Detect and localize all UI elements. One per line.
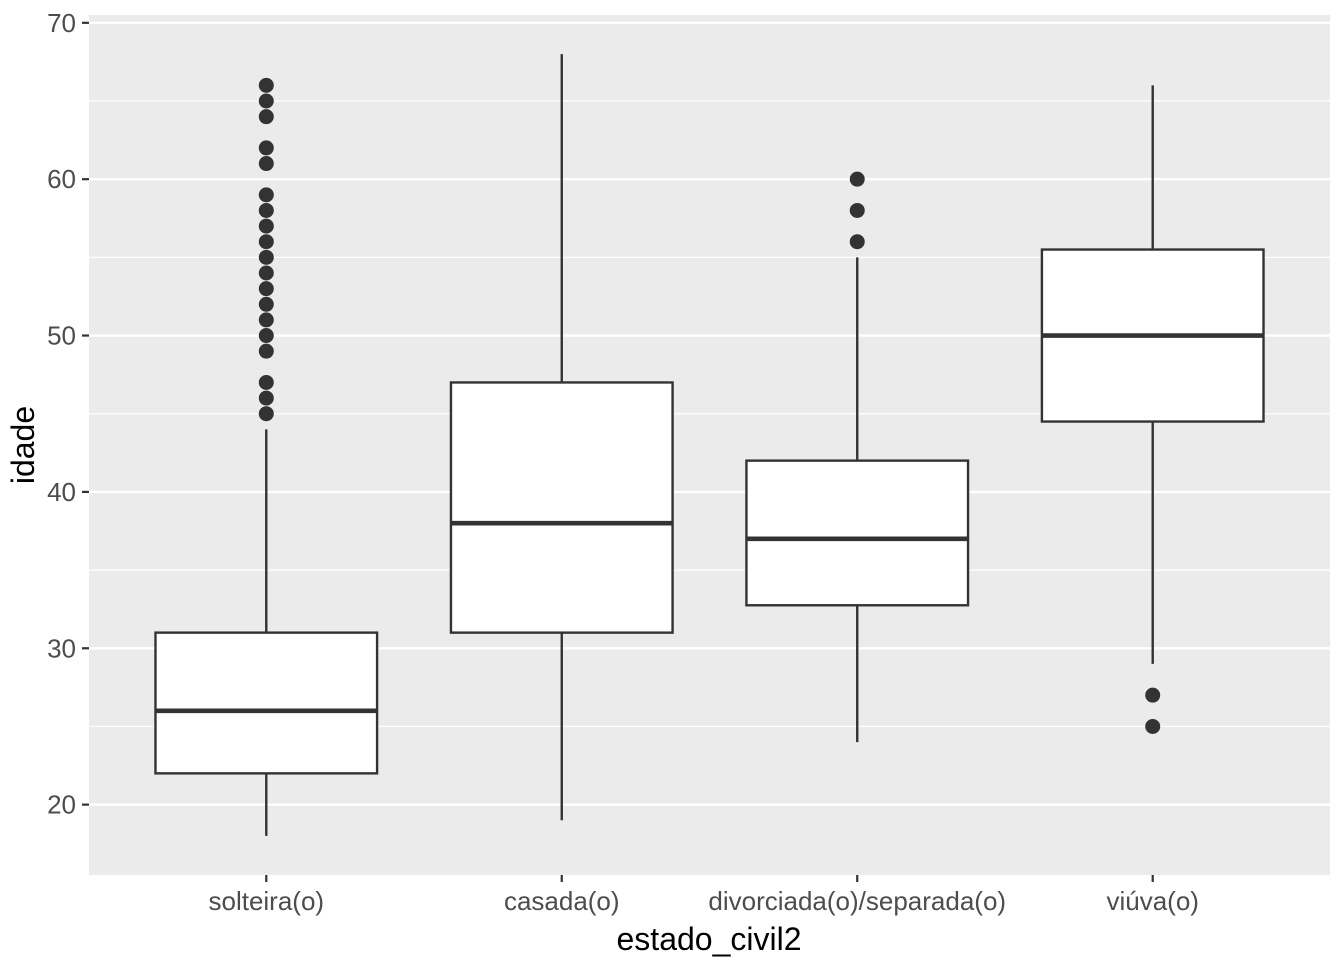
y-tick-label: 30	[47, 633, 76, 663]
x-tick-label: casada(o)	[504, 886, 620, 916]
outlier-point	[258, 296, 274, 312]
y-tick-label: 60	[47, 164, 76, 194]
y-tick-label: 40	[47, 477, 76, 507]
grid-layer	[89, 21, 1330, 806]
x-tick-label: solteira(o)	[208, 886, 324, 916]
boxplot-vi-va-o	[1040, 85, 1265, 734]
outlier-point	[258, 249, 274, 265]
outlier-point	[1145, 718, 1161, 734]
iqr-box	[745, 459, 970, 607]
outlier-point	[258, 328, 274, 344]
outlier-point	[258, 281, 274, 297]
outlier-point	[849, 171, 865, 187]
outlier-point	[258, 109, 274, 125]
outlier-point	[258, 77, 274, 93]
x-tick-label: divorciada(o)/separada(o)	[708, 886, 1006, 916]
y-tick-label: 50	[47, 321, 76, 351]
x-tick-label: viúva(o)	[1106, 886, 1198, 916]
outlier-point	[258, 312, 274, 328]
outlier-point	[258, 374, 274, 390]
boxplot-casada-o	[449, 54, 674, 821]
iqr-box	[449, 381, 674, 634]
y-axis-title: idade	[5, 406, 41, 484]
outlier-point	[258, 234, 274, 250]
outlier-point	[258, 202, 274, 218]
boxplot-layer	[154, 54, 1265, 836]
outlier-point	[1145, 687, 1161, 703]
iqr-box	[154, 631, 379, 775]
outlier-point	[258, 265, 274, 281]
outlier-point	[258, 343, 274, 359]
boxplot-solteira-o	[154, 77, 379, 836]
outlier-point	[258, 187, 274, 203]
axes-layer: 20 30 40 50 60 70 solteira(o) casada(o) divorcia…	[47, 8, 1199, 916]
outlier-point	[258, 156, 274, 172]
outlier-point	[258, 140, 274, 156]
outlier-point	[258, 406, 274, 422]
outlier-point	[849, 202, 865, 218]
y-tick-label: 70	[47, 8, 76, 38]
x-axis-title: estado_civil2	[617, 921, 802, 957]
outlier-point	[258, 218, 274, 234]
outlier-point	[258, 390, 274, 406]
outlier-point	[258, 93, 274, 109]
y-tick-label: 20	[47, 790, 76, 820]
boxplot-divorciada-o-separada-o	[745, 171, 970, 743]
outlier-point	[849, 234, 865, 250]
